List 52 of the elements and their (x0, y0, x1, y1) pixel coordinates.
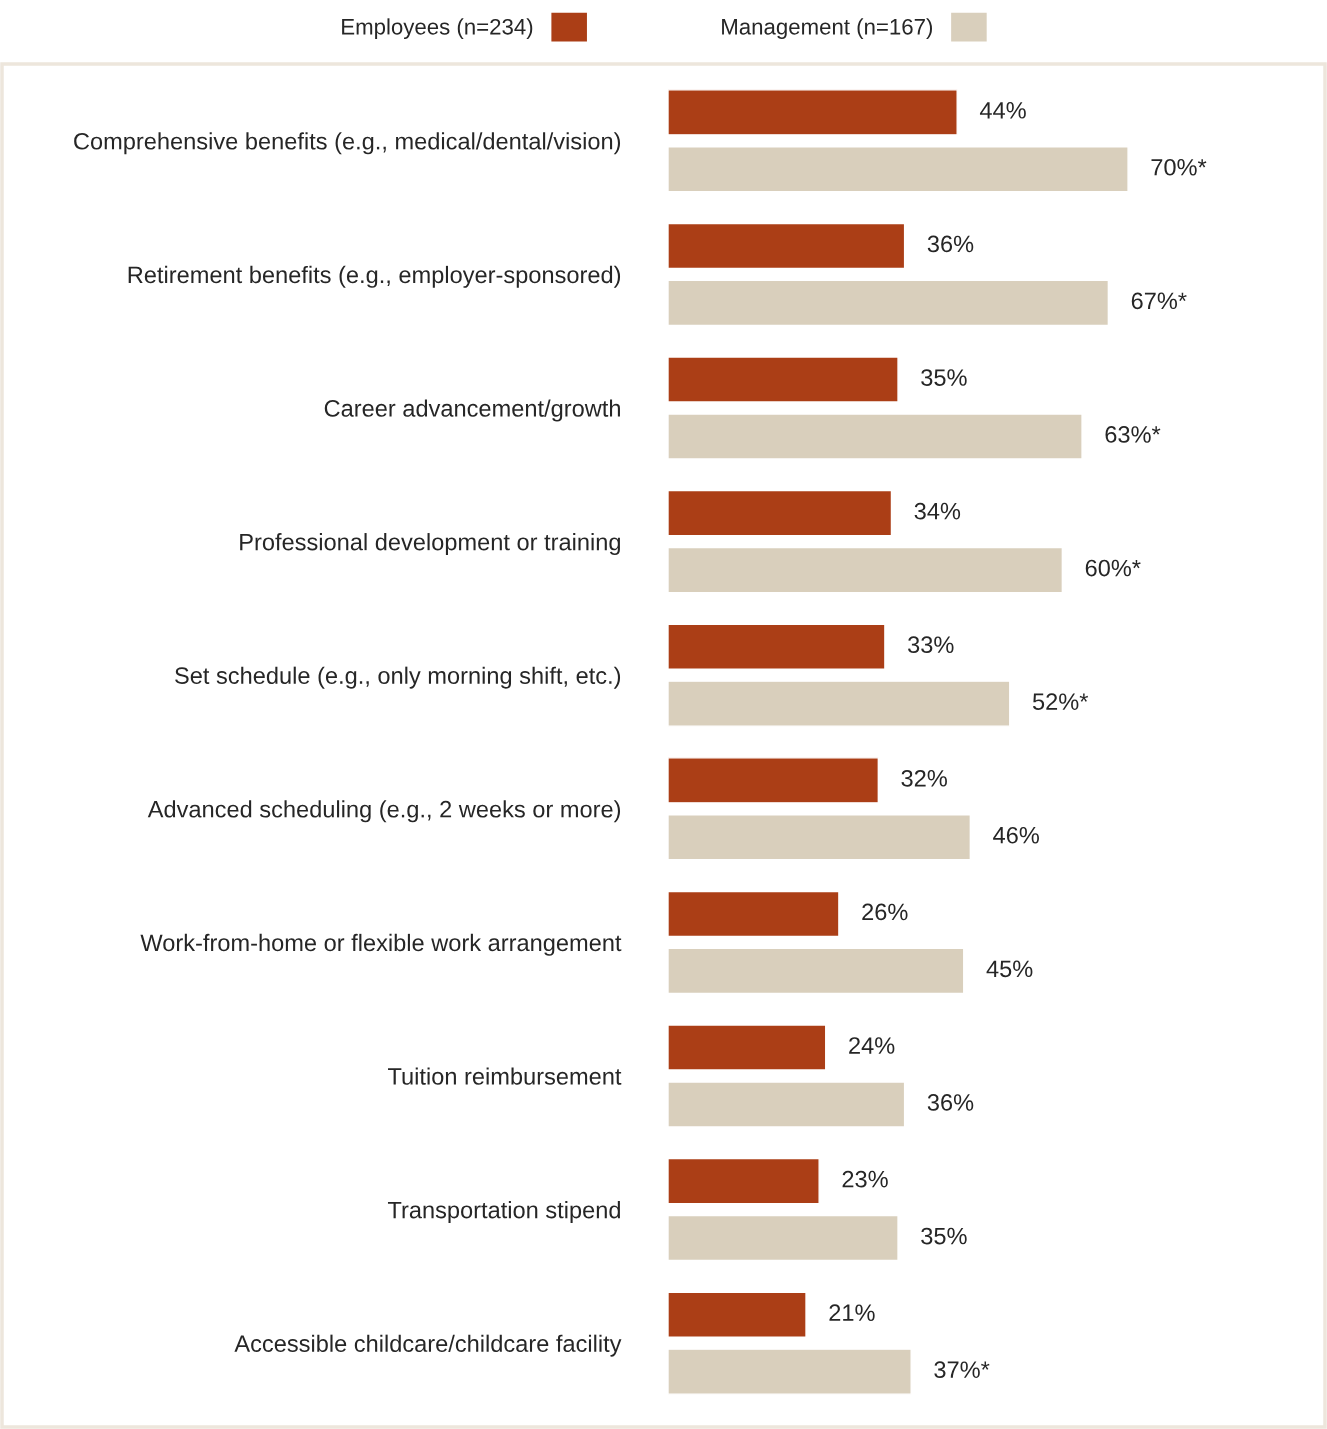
bar (668, 146, 1129, 193)
data-label: 34% (914, 502, 961, 520)
bar (668, 1157, 820, 1205)
y-tick-label: Professional development or training (240, 533, 620, 556)
y-tick-label: Work-from-home or flexible work arrangement (140, 933, 622, 956)
bar (668, 623, 886, 670)
data-label: 35% (921, 369, 967, 386)
bar (668, 947, 965, 995)
bar (668, 546, 1064, 594)
data-label: 63%* (1105, 426, 1161, 443)
data-label: 36% (927, 235, 974, 253)
bar (668, 222, 906, 270)
data-label: 36% (927, 1094, 974, 1111)
data-label: 67%* (1131, 292, 1187, 310)
bar (668, 890, 840, 938)
bar (668, 814, 972, 861)
data-label: 70%* (1151, 158, 1207, 176)
data-label: 45% (986, 960, 1033, 978)
bar (668, 1291, 807, 1338)
data-label: 60%* (1085, 559, 1141, 577)
data-label: 24% (849, 1037, 895, 1054)
bar (668, 1214, 899, 1262)
data-label: 44% (979, 102, 1026, 119)
data-label: 46% (993, 826, 1039, 844)
bar (668, 356, 899, 403)
bar (668, 489, 893, 537)
y-tick-label: Transportation stipend (387, 1201, 620, 1224)
y-tick-label: Comprehensive benefits (e.g., medical/dental/vision) (74, 132, 621, 155)
legend-label: Employees (n=234) (342, 18, 533, 40)
y-tick-label: Advanced scheduling (e.g., 2 weeks or more) (147, 800, 621, 823)
legend-label: Management (n=167) (722, 18, 932, 40)
data-label: 33% (908, 636, 954, 654)
y-tick-label: Accessible childcare/childcare facility (234, 1334, 622, 1357)
bar (668, 1024, 827, 1071)
data-label: 23% (842, 1170, 888, 1188)
data-label: 32% (901, 769, 947, 787)
data-label: 21% (829, 1304, 875, 1321)
bar (668, 279, 1110, 327)
bar (668, 413, 1083, 460)
data-label: 52%* (1032, 693, 1089, 710)
bar (668, 757, 880, 804)
data-label: 26% (862, 903, 908, 921)
y-tick-label: Retirement benefits (e.g., employer-sponsored) (128, 265, 621, 288)
bar (668, 89, 958, 136)
data-label: 37%* (934, 1361, 990, 1378)
bar (668, 680, 1011, 727)
y-tick-label: Career advancement/growth (324, 399, 620, 422)
bar (668, 1348, 912, 1395)
data-label: 35% (921, 1227, 967, 1245)
y-tick-label: Set schedule (e.g., only morning shift, etc.) (175, 666, 621, 689)
bar (668, 1081, 906, 1128)
y-tick-label: Tuition reimbursement (388, 1067, 622, 1085)
